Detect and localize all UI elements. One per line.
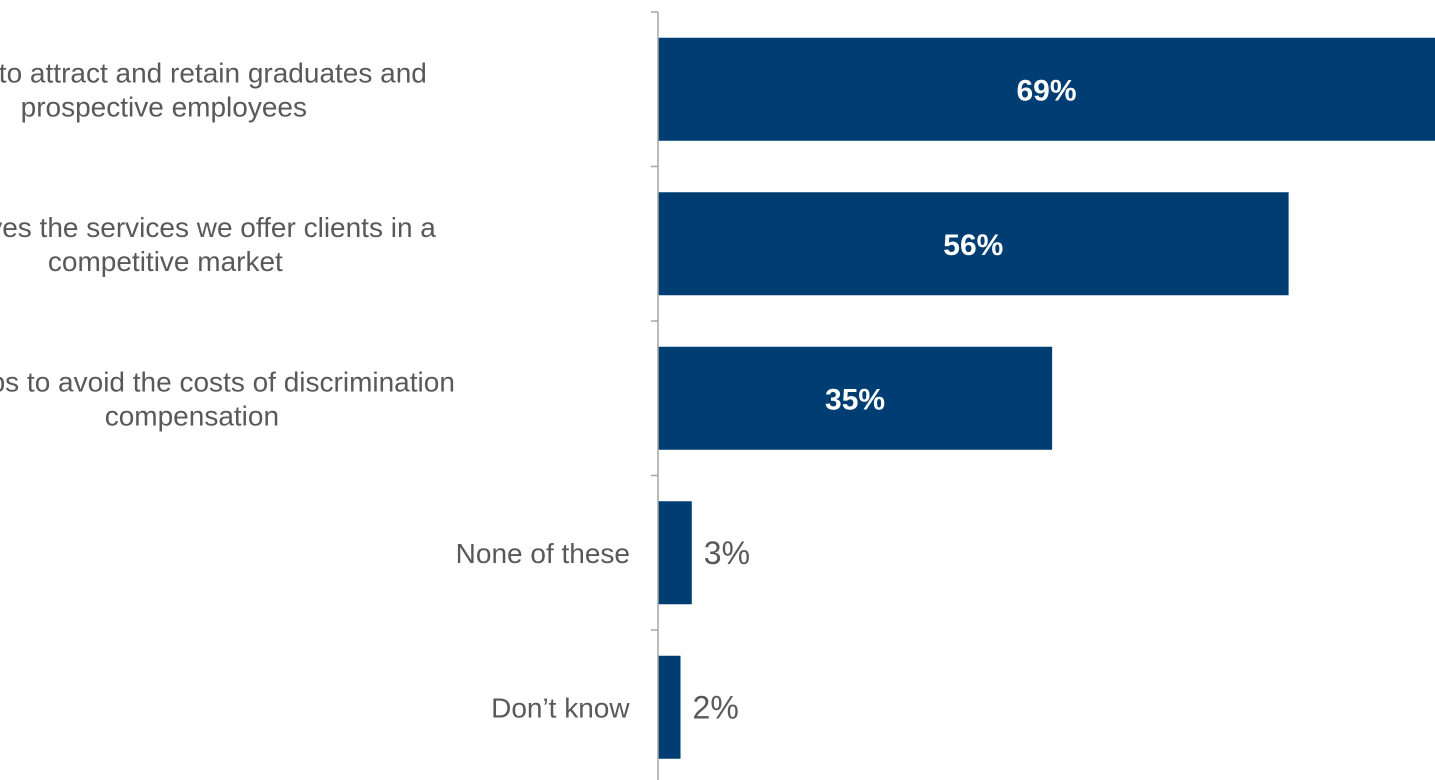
value-label: 3% xyxy=(704,535,750,571)
value-labels: 69% 56% 35% 3% 2% xyxy=(693,74,1077,725)
value-label: 56% xyxy=(943,229,1003,262)
bar xyxy=(658,655,681,759)
bar xyxy=(658,192,1289,296)
category-label-line: prospective employees xyxy=(21,91,307,122)
category-label-line: None of these xyxy=(456,538,630,569)
category-label: It improves the services we offer client… xyxy=(0,212,436,277)
category-axis xyxy=(651,11,659,780)
value-label: 69% xyxy=(1016,74,1076,107)
value-label: 35% xyxy=(825,383,885,416)
category-label-line: It improves the services we offer client… xyxy=(0,212,436,243)
bars-layer xyxy=(658,37,1435,759)
category-label-line: compensation xyxy=(105,400,279,431)
bar xyxy=(658,501,692,605)
value-label: 2% xyxy=(693,689,739,725)
category-label-line: competitive market xyxy=(48,246,283,277)
category-label-line: It helps to attract and retain graduates… xyxy=(0,57,427,88)
category-label: None of these xyxy=(456,538,630,569)
bar xyxy=(658,37,1435,141)
category-label-line: Don’t know xyxy=(491,692,630,723)
bar xyxy=(658,346,1053,450)
category-label: It helps to attract and retain graduates… xyxy=(0,57,427,122)
category-label-line: It helps to avoid the costs of discrimin… xyxy=(0,366,455,397)
category-label: It helps to avoid the costs of discrimin… xyxy=(0,366,455,431)
category-label: Don’t know xyxy=(491,692,630,723)
category-labels: It helps to attract and retain graduates… xyxy=(0,57,630,723)
